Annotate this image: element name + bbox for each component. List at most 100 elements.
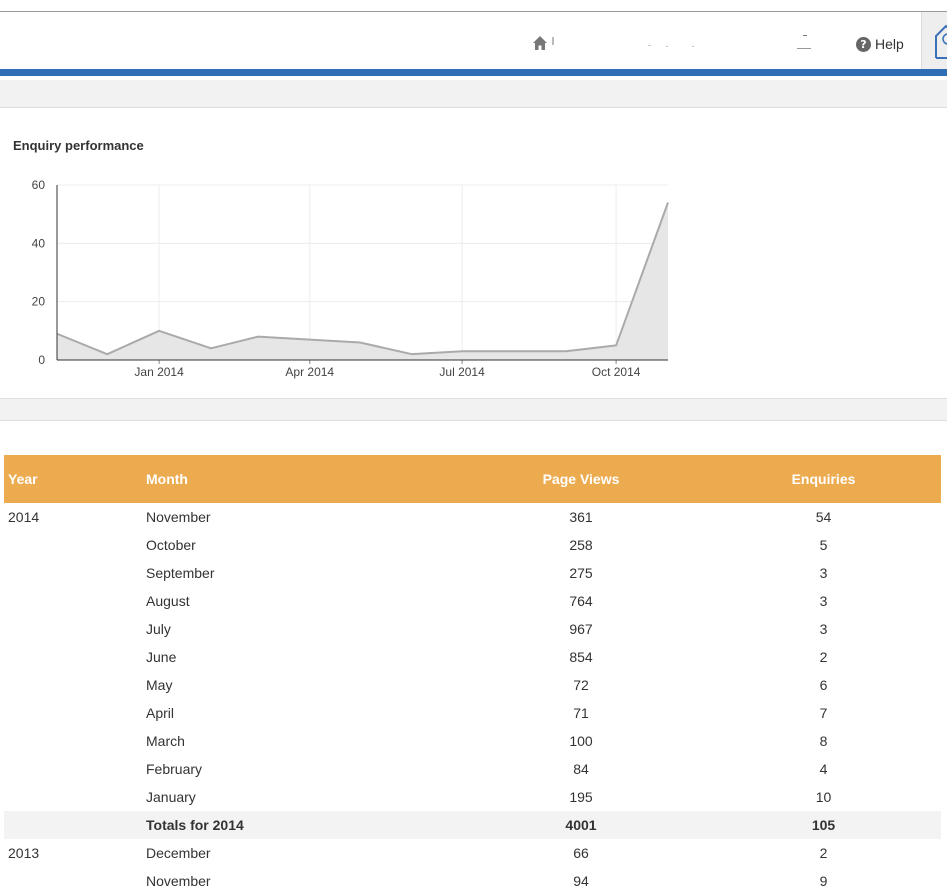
cell-enquiries: 3 — [819, 593, 828, 609]
cell-year — [4, 531, 142, 559]
help-link[interactable]: ? Help — [856, 35, 904, 53]
cell-enquiries: 4 — [819, 761, 828, 777]
cell-enquiries: 10 — [815, 789, 832, 805]
table-totals-row: Totals for 2014 4001 105 — [4, 811, 941, 839]
cell-page-views: 854 — [569, 649, 593, 665]
col-header-page-views[interactable]: Page Views — [456, 455, 706, 503]
cell-enquiries: 8 — [819, 733, 828, 749]
cell-year: 2014 — [8, 509, 40, 525]
top-header — [0, 12, 947, 69]
cell-year — [4, 755, 142, 783]
performance-table: Year Month Page Views Enquiries 2014 Nove… — [4, 455, 941, 895]
cell-month: February — [146, 761, 203, 777]
x-tick-label: Jan 2014 — [134, 365, 184, 379]
top-divider — [0, 11, 947, 12]
cell-year — [4, 671, 142, 699]
cell-page-views: 72 — [573, 677, 589, 693]
question-circle-icon: ? — [856, 36, 871, 52]
cell-page-views: 275 — [569, 565, 593, 581]
cell-year — [4, 783, 142, 811]
home-icon[interactable] — [532, 35, 548, 51]
cell-page-views: 84 — [573, 761, 589, 777]
cell-enquiries: 2 — [819, 649, 828, 665]
enquiry-performance-chart: 0 20 40 60 Jan 2014 Apr 2014 Jul 2014 Oct 2014 — [32, 178, 669, 379]
series-line — [56, 202, 669, 356]
table-row: July 967 3 — [4, 615, 941, 643]
cell-year — [4, 587, 142, 615]
user-menu-underline[interactable] — [797, 48, 811, 49]
cell-page-views: 764 — [569, 593, 593, 609]
table-row: 2013 December 66 2 — [4, 839, 941, 867]
col-header-enquiries[interactable]: Enquiries — [706, 455, 941, 503]
table-row: August 764 3 — [4, 587, 941, 615]
cell-page-views: 66 — [573, 845, 589, 861]
table-row: April 71 7 — [4, 699, 941, 727]
cell-enquiries: 6 — [819, 677, 828, 693]
y-tick-label: 0 — [38, 353, 45, 367]
cell-month: December — [146, 845, 211, 861]
cell-enquiries: 5 — [819, 537, 828, 553]
cell-enquiries: 9 — [819, 873, 828, 889]
accent-bar — [0, 69, 947, 76]
cell-month: April — [146, 705, 175, 721]
cell-enquiries: 2 — [819, 845, 828, 861]
cell-enquiries: 3 — [819, 565, 828, 581]
cell-month: July — [146, 621, 171, 637]
table-row: September 275 3 — [4, 559, 941, 587]
cell-enquiries: 105 — [706, 811, 941, 839]
cell-page-views: 4001 — [456, 811, 706, 839]
cell-month: May — [146, 677, 173, 693]
cell-page-views: 94 — [573, 873, 589, 889]
table-row: January 195 10 — [4, 783, 941, 811]
x-tick-label: Oct 2014 — [592, 365, 641, 379]
cell-page-views: 258 — [569, 537, 593, 553]
cell-enquiries: 54 — [815, 509, 832, 525]
cell-page-views: 71 — [573, 705, 589, 721]
y-tick-label: 40 — [32, 236, 46, 250]
col-header-month[interactable]: Month — [142, 455, 456, 503]
cell-month: November — [146, 873, 211, 889]
y-tick-label: 60 — [32, 178, 46, 192]
y-tick-label: 20 — [32, 295, 46, 309]
cell-year — [4, 727, 142, 755]
cell-page-views: 361 — [569, 509, 593, 525]
cell-enquiries: 7 — [819, 705, 828, 721]
site-logo[interactable] — [921, 12, 947, 69]
table-row: June 854 2 — [4, 643, 941, 671]
subheader-band — [0, 80, 947, 108]
cell-month: November — [146, 509, 211, 525]
x-tick-label: Apr 2014 — [285, 365, 334, 379]
cell-year — [4, 643, 142, 671]
section-divider-band — [0, 398, 947, 421]
table-row: February 84 4 — [4, 755, 941, 783]
cell-month: March — [146, 733, 185, 749]
table-row: May 72 6 — [4, 671, 941, 699]
cell-month: January — [146, 789, 196, 805]
cell-month: June — [146, 649, 177, 665]
cell-year — [4, 811, 142, 839]
help-label: Help — [875, 36, 904, 52]
account-name-obscured[interactable] — [552, 36, 702, 50]
x-tick-label: Jul 2014 — [439, 365, 485, 379]
table-row: October 258 5 — [4, 531, 941, 559]
cell-year: 2013 — [8, 845, 40, 861]
cell-year — [4, 699, 142, 727]
table-row: 2014 November 361 54 — [4, 503, 941, 531]
cell-enquiries: 3 — [819, 621, 828, 637]
cell-year — [4, 559, 142, 587]
col-header-year[interactable]: Year — [4, 455, 142, 503]
table-header-row: Year Month Page Views Enquiries — [4, 455, 941, 503]
cell-year — [4, 867, 142, 895]
cell-page-views: 967 — [569, 621, 593, 637]
chart-title: Enquiry performance — [13, 138, 144, 153]
cell-month: September — [146, 565, 215, 581]
table-row: November 94 9 — [4, 867, 941, 895]
cell-page-views: 195 — [569, 789, 593, 805]
cell-month: August — [146, 593, 190, 609]
cell-month: Totals for 2014 — [142, 811, 456, 839]
user-menu-mark — [803, 35, 807, 36]
cell-year — [4, 615, 142, 643]
cell-page-views: 100 — [569, 733, 593, 749]
table-row: March 100 8 — [4, 727, 941, 755]
cell-month: October — [146, 537, 196, 553]
